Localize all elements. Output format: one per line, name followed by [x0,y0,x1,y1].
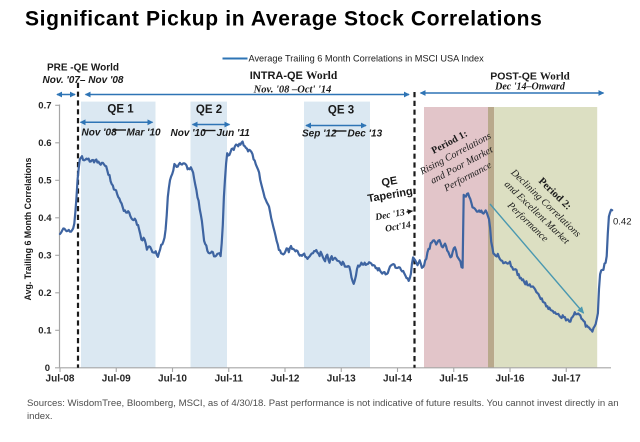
svg-text:Jul-13: Jul-13 [327,374,356,385]
svg-text:Avg. Trailing 6 Month Correlat: Avg. Trailing 6 Month Correlations [23,157,33,300]
svg-text:Jul-10: Jul-10 [158,374,187,385]
svg-text:Jul-16: Jul-16 [496,374,525,385]
svg-text:QE 2: QE 2 [196,104,222,116]
svg-text:Nov. '07– Nov '08: Nov. '07– Nov '08 [43,75,124,86]
svg-text:index.: index. [27,411,53,422]
svg-text:0: 0 [45,363,50,374]
svg-text:Nov. '08 –Oct' '14: Nov. '08 –Oct' '14 [253,85,332,96]
svg-text:0.7: 0.7 [38,100,51,111]
svg-text:Tapering:: Tapering: [367,185,418,205]
svg-text:PRE -QE World: PRE -QE World [47,63,119,74]
svg-text:Average Trailing 6 Month Corre: Average Trailing 6 Month Correlations in… [249,54,485,64]
svg-text:Jul-17: Jul-17 [552,374,581,385]
svg-text:0.1: 0.1 [38,325,52,336]
svg-text:Jul-11: Jul-11 [215,374,244,385]
svg-text:Jul-12: Jul-12 [271,374,300,385]
svg-text:POST-QE World: POST-QE World [490,71,570,83]
svg-text:Sep '12: Sep '12 [302,129,337,140]
svg-text:QE: QE [381,175,399,190]
svg-text:Dec '13: Dec '13 [348,129,383,140]
svg-text:Jun '11: Jun '11 [217,128,251,139]
svg-text:0.6: 0.6 [38,138,51,149]
svg-text:0.4: 0.4 [38,213,52,224]
svg-text:Mar '10: Mar '10 [127,128,162,139]
svg-text:Sources: WisdomTree, Bloomberg: Sources: WisdomTree, Bloomberg, MSCI, as… [27,398,619,409]
svg-text:Jul-15: Jul-15 [439,374,468,385]
svg-text:QE 1: QE 1 [107,104,134,116]
svg-text:0.5: 0.5 [38,175,52,186]
svg-text:0.2: 0.2 [38,288,51,299]
svg-text:INTRA-QE World: INTRA-QE World [250,70,338,82]
svg-text:Jul-08: Jul-08 [46,374,75,385]
svg-text:Jul-09: Jul-09 [102,374,131,385]
svg-text:Nov '10: Nov '10 [171,128,207,139]
svg-text:Significant Pickup in Average: Significant Pickup in Average Stock Corr… [25,8,542,31]
svg-text:Nov '08: Nov '08 [82,128,118,139]
svg-text:0.42: 0.42 [613,217,632,228]
svg-text:Jul-14: Jul-14 [383,374,412,385]
svg-text:Oct'14: Oct'14 [385,220,412,234]
svg-text:Dec '13: Dec '13 [374,208,406,223]
svg-text:0.3: 0.3 [38,250,51,261]
svg-text:Dec '14–Onward: Dec '14–Onward [494,82,566,93]
svg-text:QE 3: QE 3 [328,105,354,117]
